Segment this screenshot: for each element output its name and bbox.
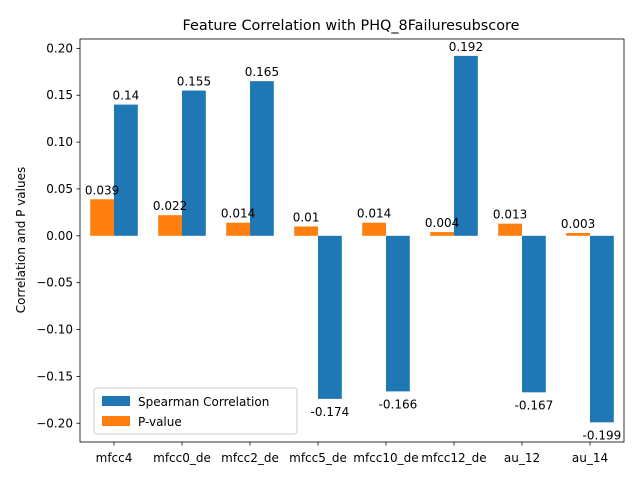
bar-pvalue — [430, 232, 454, 236]
data-label-pvalue: 0.01 — [293, 210, 320, 224]
data-label-spearman: 0.14 — [113, 89, 140, 103]
bar-pvalue — [158, 215, 182, 236]
data-label-pvalue: 0.004 — [425, 216, 459, 230]
data-label-spearman: 0.155 — [177, 75, 211, 89]
legend: Spearman Correlation P-value — [93, 387, 298, 435]
data-label-pvalue: 0.003 — [561, 217, 595, 231]
bar-spearman — [114, 104, 138, 236]
y-tick-label: −0.05 — [36, 276, 73, 290]
bar-spearman — [318, 235, 342, 399]
data-label-spearman: -0.167 — [515, 398, 554, 412]
data-label-pvalue: 0.014 — [221, 207, 255, 221]
x-tick-label: mfcc0_de — [153, 451, 211, 465]
bar-pvalue — [294, 226, 318, 236]
y-tick-label: −0.15 — [36, 369, 73, 383]
legend-label: P-value — [138, 415, 182, 429]
legend-box — [93, 387, 298, 435]
y-tick-label: 0.15 — [46, 88, 73, 102]
x-tick-label: mfcc2_de — [221, 451, 279, 465]
y-tick-label: −0.10 — [36, 323, 73, 337]
bar-spearman — [182, 90, 206, 236]
x-tick-label: au_14 — [572, 451, 608, 465]
y-tick-label: −0.20 — [36, 416, 73, 430]
bar-spearman — [522, 235, 546, 393]
axes-frame — [79, 38, 625, 443]
bar-pvalue — [226, 222, 250, 236]
bar-pvalue — [362, 222, 386, 236]
bar-spearman — [386, 235, 410, 392]
y-tick-label: 0.00 — [46, 229, 73, 243]
legend-label: Spearman Correlation — [138, 395, 269, 409]
bar-pvalue — [566, 233, 590, 236]
y-axis-label: Correlation and P values — [14, 167, 28, 313]
x-tick-label: mfcc5_de — [289, 451, 347, 465]
data-label-pvalue: 0.013 — [493, 208, 527, 222]
x-tick-label: au_12 — [504, 451, 540, 465]
y-tick-label: 0.10 — [46, 135, 73, 149]
data-label-spearman: 0.165 — [245, 65, 279, 79]
bar-spearman — [590, 235, 614, 423]
data-label-spearman: -0.199 — [583, 428, 622, 442]
y-tick-label: 0.05 — [46, 182, 73, 196]
data-label-pvalue: 0.022 — [153, 199, 187, 213]
chart-title: Feature Correlation with PHQ_8Failuresub… — [183, 18, 520, 34]
x-tick-label: mfcc4 — [96, 451, 133, 465]
data-label-spearman: -0.166 — [379, 397, 418, 411]
data-label-spearman: -0.174 — [311, 405, 350, 419]
legend-swatch — [102, 416, 130, 426]
x-tick-label: mfcc10_de — [353, 451, 418, 465]
x-tick-label: mfcc12_de — [421, 451, 486, 465]
legend-swatch — [102, 396, 130, 406]
plot-area: 0.039 0.14 0.022 0.155 0.014 0.165 0.01 -0.174 0… — [36, 38, 625, 465]
bar-spearman — [454, 55, 478, 236]
bar-pvalue — [498, 223, 522, 236]
data-label-pvalue: 0.039 — [85, 183, 119, 197]
y-tick-label: 0.20 — [46, 41, 73, 55]
data-label-pvalue: 0.014 — [357, 207, 391, 221]
bar-pvalue — [90, 199, 114, 236]
data-label-spearman: 0.192 — [449, 40, 483, 54]
bar-spearman — [250, 81, 274, 236]
